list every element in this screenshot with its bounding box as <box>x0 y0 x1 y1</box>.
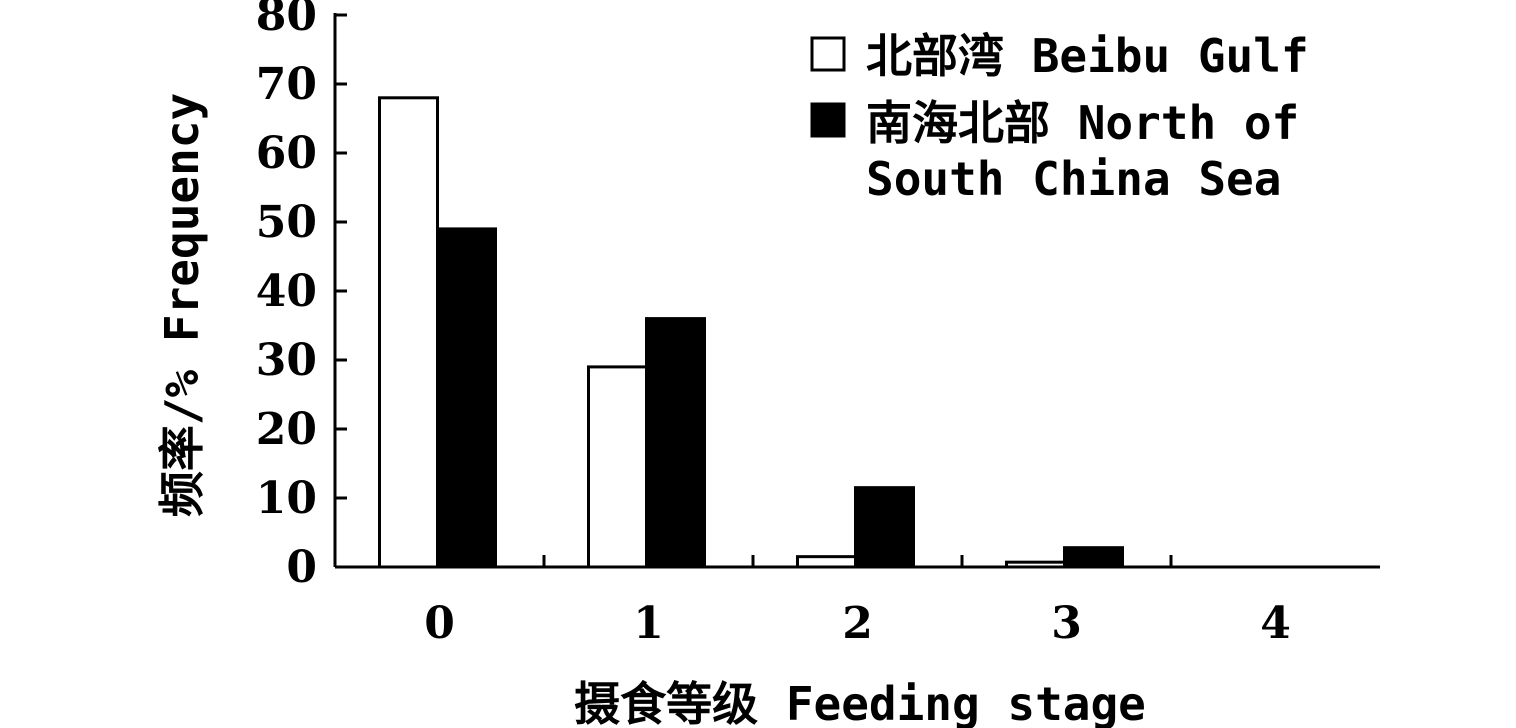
bar-beibu-gulf-stage-2 <box>796 555 857 569</box>
y-tick-label: 50 <box>256 197 317 248</box>
x-tick-label: 3 <box>1051 598 1082 649</box>
bar-north-south-china-sea-stage-3 <box>1063 546 1124 569</box>
bar-north-south-china-sea-stage-1 <box>645 317 706 569</box>
x-tick-label: 2 <box>842 598 873 649</box>
bar-beibu-gulf-stage-1 <box>587 365 648 569</box>
y-tick-label: 10 <box>256 473 317 524</box>
y-axis-title: 频率/% Frequency <box>155 93 209 517</box>
y-tick-label: 20 <box>256 404 317 455</box>
ticks-layer: 0 10 20 30 40 50 60 70 80 0 1 2 3 4 <box>256 0 1291 649</box>
legend-label-north-south-china-sea: South China Sea <box>866 152 1281 206</box>
legend-label-north-south-china-sea: 南海北部 North of <box>866 96 1299 150</box>
x-tick-label: 1 <box>633 598 664 649</box>
legend-swatch-beibu-gulf <box>810 36 846 72</box>
y-tick-label: 40 <box>256 266 317 317</box>
bars-layer <box>378 96 1124 569</box>
x-tick-label: 0 <box>424 598 455 649</box>
x-tick-label: 4 <box>1260 598 1291 649</box>
y-tick-label: 30 <box>256 335 317 386</box>
y-tick-label: 60 <box>256 128 317 179</box>
y-tick-label: 80 <box>256 0 317 41</box>
bar-beibu-gulf-stage-0 <box>378 96 439 569</box>
bar-north-south-china-sea-stage-0 <box>436 227 497 569</box>
y-tick-label: 0 <box>286 542 317 593</box>
legend-label-beibu-gulf: 北部湾 Beibu Gulf <box>866 29 1309 83</box>
bar-north-south-china-sea-stage-2 <box>854 486 915 569</box>
y-tick-label: 70 <box>256 59 317 110</box>
x-axis-title: 摄食等级 Feeding stage <box>574 677 1146 728</box>
legend-swatch-north-south-china-sea <box>810 102 846 138</box>
